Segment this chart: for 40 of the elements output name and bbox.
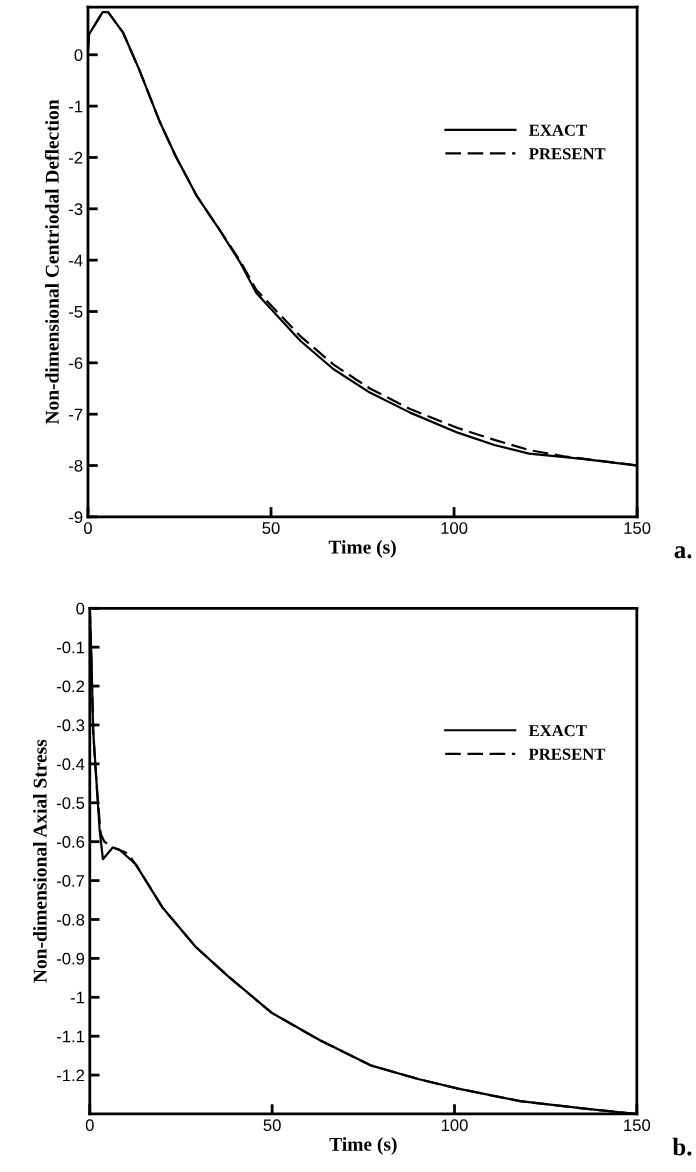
y-tick-label: -1	[70, 991, 85, 1004]
y-tick-label: -0.8	[56, 913, 85, 926]
legend-label: PRESENT	[529, 148, 606, 160]
legend-label: EXACT	[528, 725, 587, 737]
y-tick-label: -0.3	[56, 719, 85, 732]
y-tick-label: -0.2	[56, 680, 85, 693]
y-axis-title: Non-dimensional Axial Stress	[33, 739, 47, 983]
y-tick-label: -0.7	[56, 874, 85, 887]
x-tick-label: 100	[441, 522, 468, 534]
y-axis-title: Non-dimensional Centriodal Deflection	[44, 99, 59, 425]
y-tick-label: 0	[76, 602, 85, 615]
legend-label: EXACT	[529, 124, 587, 136]
y-tick-label: -0.6	[56, 836, 85, 848]
x-tick-label: 150	[624, 1119, 651, 1132]
y-tick-label: -0.4	[56, 758, 85, 771]
y-tick-label: -0.5	[56, 797, 85, 809]
y-tick-label: -5	[69, 306, 83, 318]
y-tick-label: -0.1	[56, 641, 85, 654]
y-tick-label: -3	[69, 203, 83, 216]
x-tick-label: 50	[262, 522, 280, 534]
y-tick-label: -0.9	[56, 952, 85, 965]
y-tick-label: -1.1	[56, 1030, 85, 1043]
x-tick-label: 0	[85, 1119, 94, 1132]
y-tick-label: -2	[69, 151, 83, 164]
legend-label: PRESENT	[528, 748, 606, 760]
text: b.	[672, 1137, 692, 1156]
x-axis-title: Time (s)	[328, 540, 396, 558]
x-axis-title: Time (s)	[329, 1137, 397, 1155]
x-tick-label: 100	[441, 1119, 468, 1132]
y-tick-label: -1.2	[56, 1069, 85, 1082]
y-tick-label: 0	[74, 49, 83, 61]
y-tick-label: -7	[69, 408, 83, 421]
x-tick-label: 150	[624, 522, 651, 534]
y-tick-label: -6	[69, 357, 83, 370]
text: a.	[674, 546, 692, 559]
y-tick-label: -8	[69, 459, 83, 472]
y-tick-label: -4	[69, 254, 83, 267]
y-tick-label: -1	[69, 100, 83, 113]
y-tick-label: -9	[69, 511, 83, 524]
x-tick-label: 50	[263, 1119, 281, 1132]
